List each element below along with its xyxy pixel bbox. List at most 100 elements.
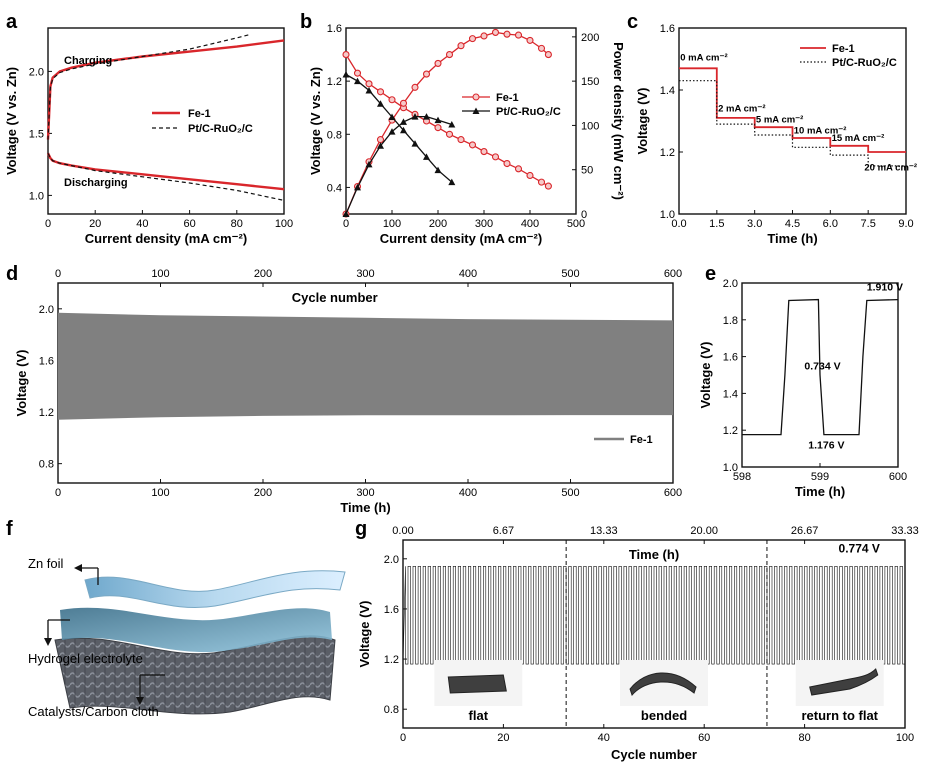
panel-label-a: a	[6, 11, 18, 33]
data-point	[544, 51, 552, 59]
x-tick-label: 400	[459, 487, 477, 499]
x-tick-label: 599	[811, 471, 829, 483]
y-tick-label: 2.0	[384, 554, 399, 566]
x-tick-label: 1.5	[709, 218, 724, 230]
annotation-gap-voltage: 0.734 V	[804, 360, 840, 372]
x2-tick-label: 20.00	[690, 525, 718, 537]
x-tick-label: 600	[889, 471, 907, 483]
y-axis-label: Voltage (V)	[635, 88, 650, 155]
region-label: bended	[641, 708, 687, 723]
panel-e-chart: 598 599 600 1.0 1.2 1.4 1.6 1.8 2.0 Time (h) Volta…	[698, 278, 907, 499]
legend-marker	[472, 107, 480, 114]
x-tick-label: 20	[497, 732, 509, 744]
data-point	[365, 86, 373, 94]
x-axis-label: Time (h)	[795, 484, 845, 499]
legend-label: Pt/C-RuO₂/C	[496, 106, 561, 118]
step-label: 5 mA cm⁻²	[756, 115, 803, 126]
data-point	[514, 31, 523, 39]
data-point	[354, 77, 361, 85]
x-tick-label: 600	[664, 487, 682, 499]
y-tick-label: 1.4	[660, 85, 675, 97]
data-point	[514, 165, 523, 173]
y-tick-label: 1.6	[327, 23, 342, 35]
y-tick-label: 1.0	[723, 462, 738, 474]
panel-label-e: e	[705, 263, 716, 285]
label-carbon-cloth: Catalysts/Carbon cloth	[28, 704, 159, 719]
data-point	[526, 36, 534, 44]
step-label: 0 mA cm⁻²	[680, 53, 727, 64]
x-tick-label: 0	[343, 218, 349, 230]
y-tick-label: 1.2	[723, 425, 738, 437]
data-point	[503, 30, 511, 38]
data-point	[526, 171, 534, 180]
series-line-charge-1	[47, 33, 252, 140]
data-point	[468, 141, 477, 149]
data-point	[388, 128, 396, 135]
y-tick-label: 1.6	[39, 355, 54, 367]
x2-tick-label: 6.67	[493, 525, 514, 537]
x2-tick-label: 0.00	[392, 525, 413, 537]
y2-tick-label: 0	[581, 209, 587, 221]
step-label: 10 mA cm⁻²	[794, 125, 847, 136]
data-point	[537, 44, 546, 52]
data-point	[457, 136, 465, 144]
arrow-icon	[136, 697, 144, 705]
x-tick-label: 0	[55, 487, 61, 499]
data-point	[468, 35, 477, 43]
y-tick-label: 1.8	[723, 315, 738, 327]
data-point	[423, 113, 430, 120]
photo-device-icon	[629, 672, 697, 696]
x-tick-label: 80	[231, 218, 243, 230]
data-point	[480, 148, 488, 156]
x-tick-label: 4.5	[785, 218, 800, 230]
panel-label-b: b	[300, 11, 312, 33]
voltage-trace	[742, 298, 899, 436]
panel-label-g: g	[355, 518, 367, 540]
plot-frame	[345, 27, 577, 215]
y-tick-label: 1.2	[384, 654, 399, 666]
legend-label: Fe-1	[188, 108, 211, 120]
y2-tick-label: 150	[581, 76, 599, 88]
y-tick-label: 2.0	[29, 66, 44, 78]
x-tick-label: 80	[798, 732, 810, 744]
y2-tick-label: 100	[581, 120, 599, 132]
y-axis-label: Voltage (V)	[14, 350, 29, 417]
x-tick-label: 100	[383, 218, 401, 230]
data-point	[400, 118, 407, 125]
x2-axis-label: Time (h)	[629, 547, 679, 562]
data-point	[434, 59, 442, 67]
region-label: return to flat	[801, 708, 878, 723]
legend-label: Fe-1	[832, 43, 855, 55]
x-tick-label: 500	[561, 487, 579, 499]
data-point	[491, 28, 500, 36]
x-axis-label: Time (h)	[340, 500, 390, 515]
zn-foil-layer	[84, 570, 346, 608]
x-tick-label: 200	[429, 218, 447, 230]
region-label: flat	[469, 708, 489, 723]
y-tick-label: 1.0	[29, 190, 44, 202]
arrow-icon	[74, 564, 82, 572]
legend-label: Fe-1	[630, 434, 653, 446]
data-point	[537, 178, 546, 186]
annotation-voltage-gap: 0.774 V	[839, 542, 880, 556]
x2-tick-label: 0	[55, 268, 61, 280]
x2-tick-label: 400	[459, 268, 477, 280]
x-tick-label: 100	[896, 732, 914, 744]
voltage-line-1	[345, 73, 453, 183]
x2-tick-label: 26.67	[791, 525, 819, 537]
hydrogel-layer	[60, 607, 332, 653]
y2-tick-label: 50	[581, 165, 593, 177]
y-tick-label: 0.8	[384, 704, 399, 716]
photo-device-icon	[809, 668, 879, 696]
x-tick-label: 60	[183, 218, 195, 230]
panel-a-chart: 0 20 40 60 80 100 1.0 1.5 2.0 Current density (mA…	[4, 27, 293, 246]
panel-f-schematic: Zn foil Hydrogel electrolyte Catalysts/C…	[28, 556, 346, 719]
label-zn-foil: Zn foil	[28, 556, 64, 571]
panel-d-chart: 0 100 200 300 400 500 600 0.8 1.2 1.6 2.0 Time (h) V…	[14, 268, 682, 515]
x-tick-label: 500	[567, 218, 585, 230]
photo-device-icon	[447, 674, 507, 694]
data-point	[411, 83, 419, 91]
y-tick-label: 0.8	[327, 129, 342, 141]
x-tick-label: 6.0	[823, 218, 838, 230]
